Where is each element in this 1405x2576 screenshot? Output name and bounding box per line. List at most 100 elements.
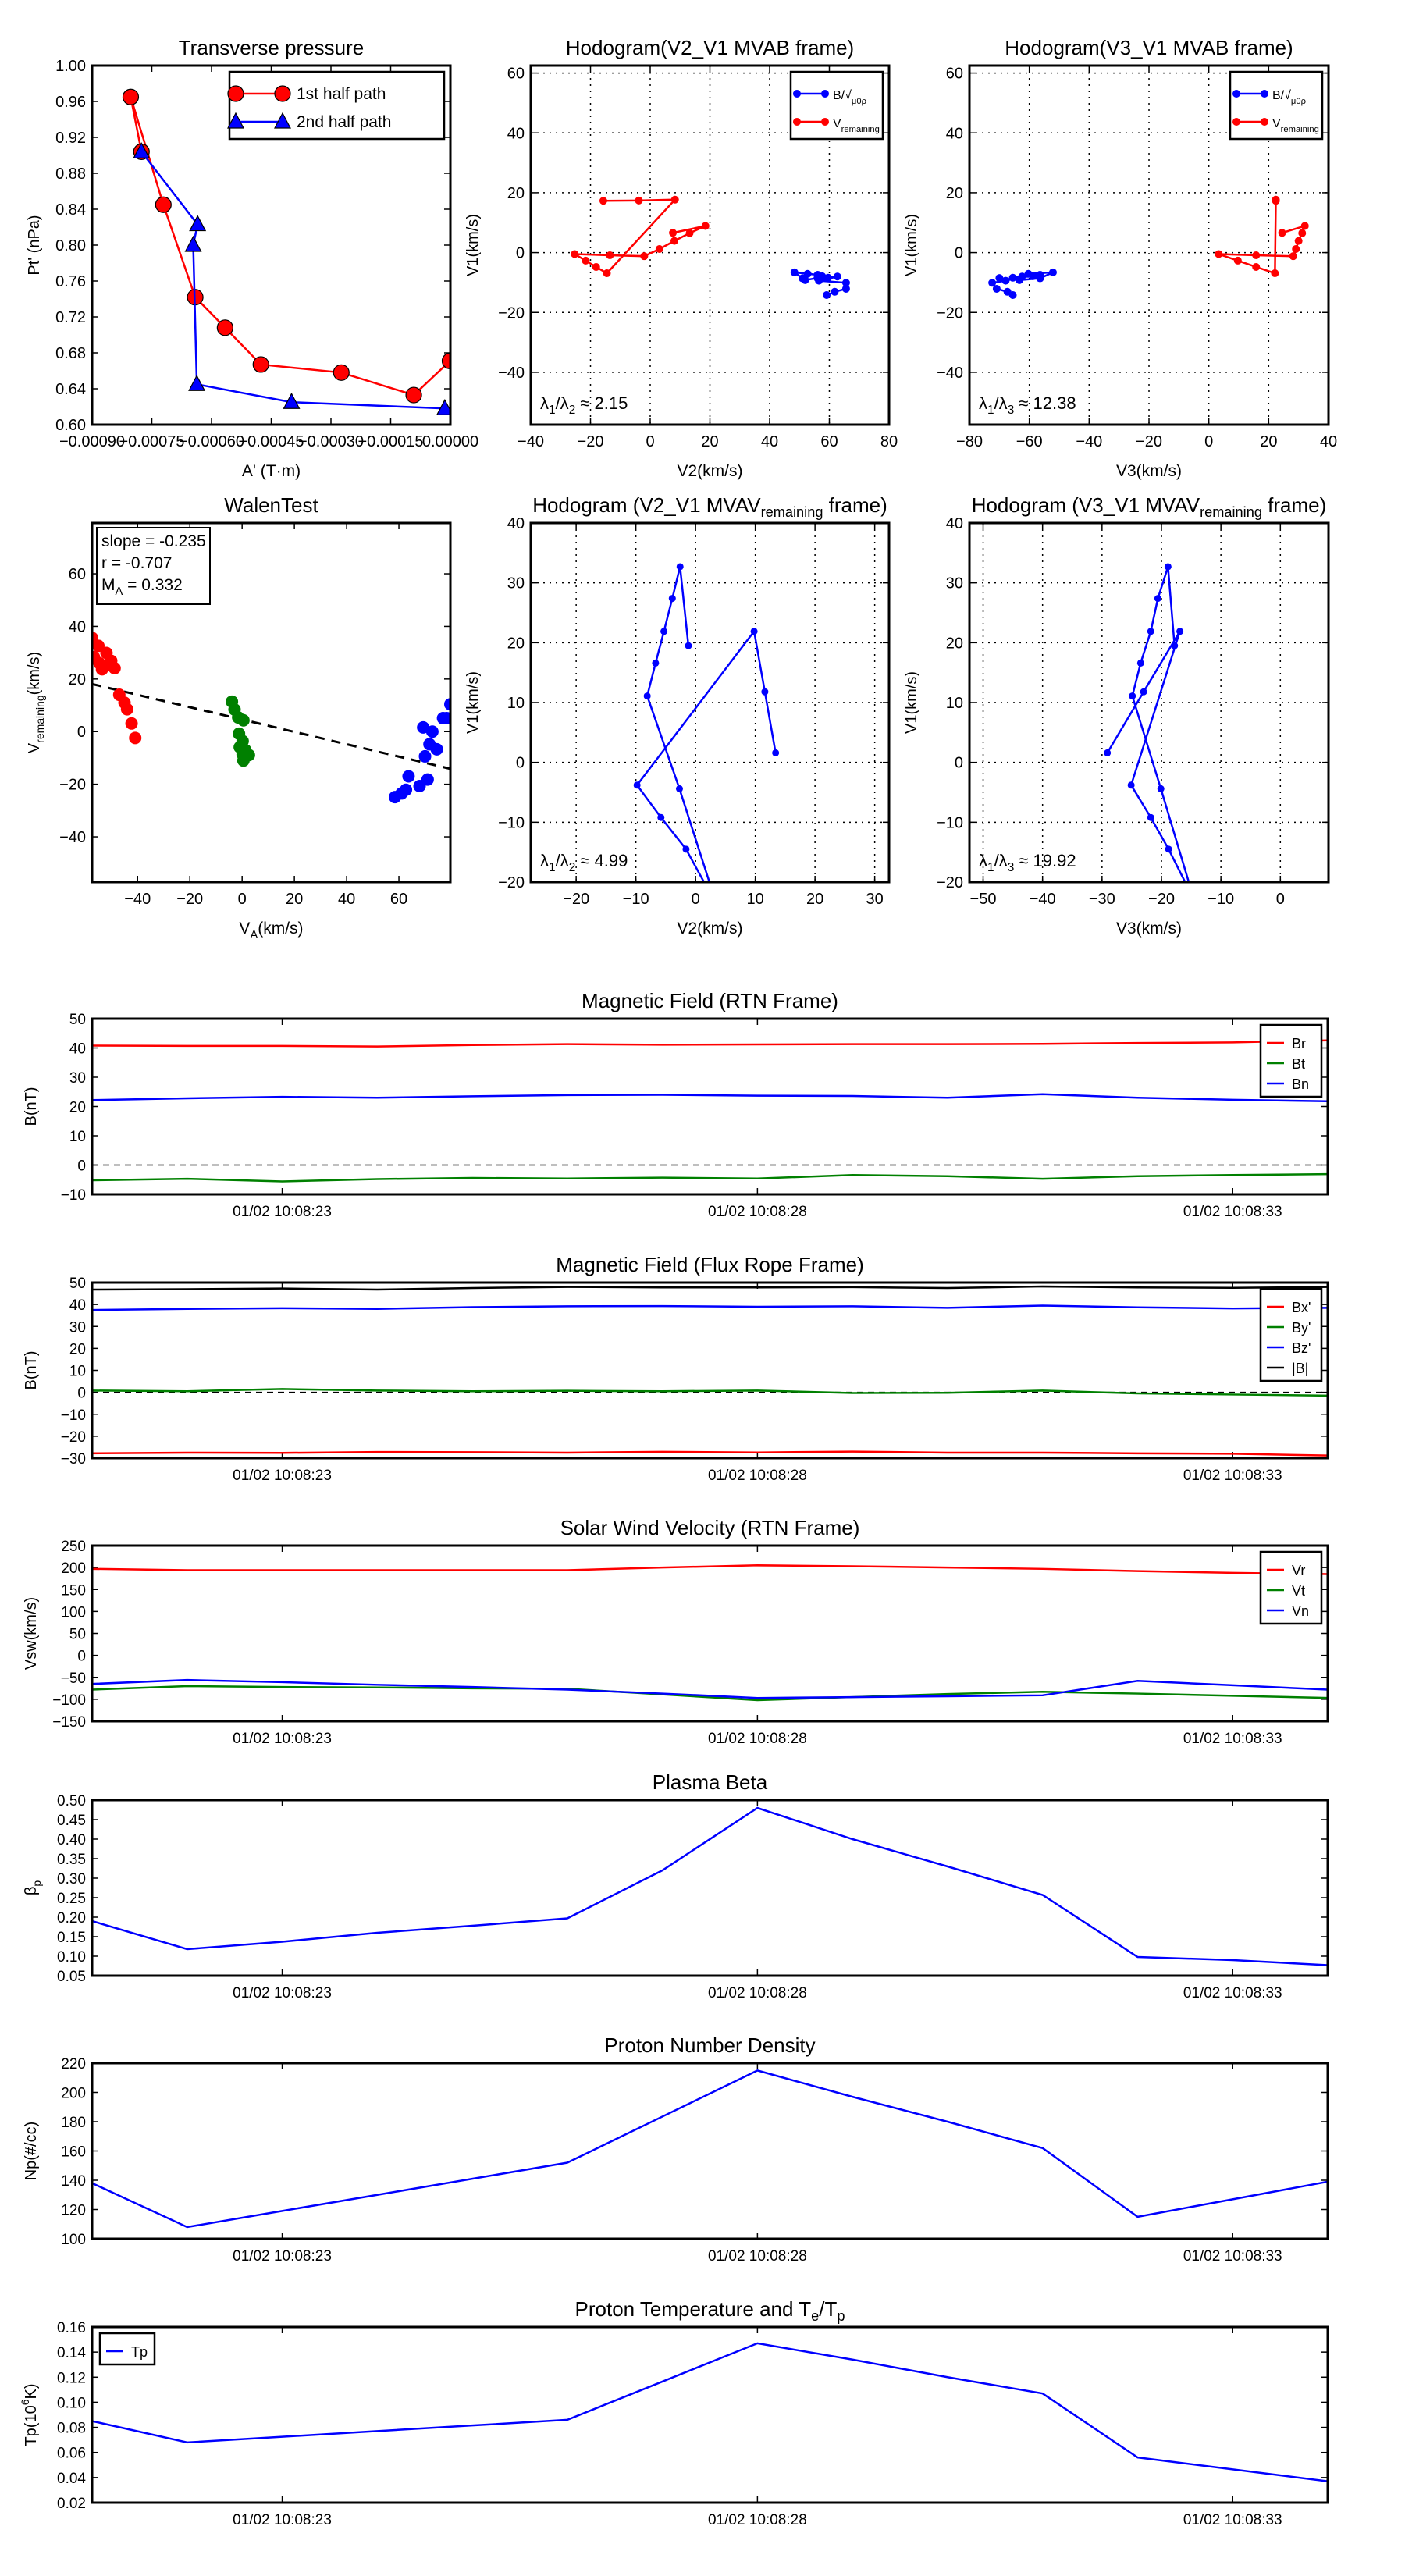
y-tick-label: 0.04 [57,2471,86,2487]
y-tick-label: 0.84 [55,201,86,219]
y-tick-label: 30 [69,1319,86,1336]
chart-panel-3: WalenTest−40 −20 0 20 40 60−40−200204060VA(km… [26,493,452,941]
data-point [1171,642,1179,649]
legend-label-part: remaining [1281,125,1319,134]
data-point [992,284,1001,293]
data-point [669,229,678,237]
data-point [643,692,651,700]
y-tick-label: 0.72 [55,309,86,326]
x-axis-label: VA(km/s) [239,920,303,941]
legend-label: B/√μ0ρ [1272,89,1306,106]
y-tick-label: 20 [507,635,525,652]
x-tick-label: −0.00045 [239,433,304,450]
y-tick-label: −20 [498,304,525,322]
chart-title-part: e [811,2308,819,2324]
x-tick-label: 01/02 10:08:28 [708,2248,807,2265]
x-tick-label: 01/02 10:08:28 [708,1731,807,1747]
y-tick-label: 20 [69,1341,86,1357]
axes-frame [91,2325,1329,2504]
series-line-2 [92,1304,1328,1311]
x-tick-label: 0 [1204,433,1213,450]
y-tick-label: −10 [937,814,963,831]
data-point [995,274,1004,283]
y-tick-label: 0.08 [57,2421,86,2437]
data-point [430,742,443,756]
y-tick-label: 200 [61,1560,86,1577]
x-tick-label: 01/02 10:08:28 [708,2512,807,2528]
data-point [675,785,683,792]
legend-marker [793,118,801,126]
legend-label-part: μ0ρ [852,97,866,106]
series-line-0 [130,96,450,397]
x-tick-label: −20 [1136,433,1162,450]
legend-entry: Vt [1267,1583,1305,1599]
chart-title-part: p [837,2308,845,2324]
y-tick-label: 30 [507,575,525,592]
legend-marker [227,112,244,129]
y-tick-label: 0 [955,245,963,262]
y-tick-label: 40 [69,1041,86,1058]
data-point [676,563,684,571]
data-point [1215,250,1223,258]
x-tick-label: 01/02 10:08:28 [708,1204,807,1220]
chart-title: Plasma Beta [653,1770,768,1794]
chart-title: Hodogram(V3_V1 MVAB frame) [1005,36,1293,59]
chart-panel-9: Plasma Beta 01/02 10:08:23 01/02 10:08:28 0… [23,1770,1329,2001]
y-tick-label: 200 [61,2086,86,2102]
eigenvalue-ratio-label-part: 1 [549,404,556,417]
y-tick-label: 0.16 [57,2320,86,2336]
data-point [1292,244,1300,253]
y-tick-label: −40 [59,829,86,846]
chart-panel-6: Magnetic Field (RTN Frame) 01/02 10:08:23… [23,989,1329,1220]
legend-label-part: V [833,117,841,130]
eigenvalue-ratio-label: λ1/λ2 ≈ 4.99 [540,851,628,874]
legend-entry: |B| [1267,1361,1308,1376]
data-point [400,783,413,796]
y-axis-label-part: V [26,742,43,753]
x-tick-label: 20 [806,891,823,908]
eigenvalue-ratio-label-part: ≈ 12.38 [1014,393,1076,413]
chart-panel-1: Hodogram(V2_V1 MVAB frame)−40 −20 0 20 40 60 8… [464,36,898,480]
chart-title-part: remaining [1200,504,1262,520]
eigenvalue-ratio-label-part: 2 [569,404,576,417]
data-point [823,291,831,300]
plot-area [571,195,850,300]
y-axis-label-part: Tp(10 [23,2405,40,2446]
data-point [685,642,692,649]
legend-entry: B/√μ0ρ [1232,89,1306,106]
y-tick-label: 10 [507,695,525,712]
x-tick-label: 0 [646,433,654,450]
data-point [333,364,350,381]
data-point [1127,781,1135,789]
series-line-1 [574,198,706,275]
series-line-1 [92,1685,1328,1702]
x-axis-label-part: V [239,920,250,938]
x-tick-label: 60 [820,433,838,450]
legend-frame [228,70,446,141]
data-point [1048,268,1057,276]
series-line-0 [92,1450,1328,1457]
legend-entry: 2nd half path [227,112,391,131]
data-point [685,229,694,237]
legend-marker [1261,118,1268,126]
x-tick-label: 01/02 10:08:28 [708,1985,807,2001]
y-axis-label-part: p [30,1880,43,1887]
x-tick-label: −0.00015 [358,433,424,450]
chart-panel-11: Proton Temperature and Te/Tp 01/02 10:08:… [19,2297,1329,2528]
y-tick-label: 160 [61,2144,86,2161]
data-point [1271,269,1279,278]
data-point [592,262,600,271]
data-point [1233,256,1242,265]
eigenvalue-ratio-label-part: /λ [556,851,569,870]
axes-frame [91,64,452,426]
y-tick-label: 0 [516,245,525,262]
y-tick-label: 0.68 [55,345,86,362]
x-tick-label: 0.00000 [422,433,478,450]
eigenvalue-ratio-label-part: 2 [569,861,576,874]
legend-label-part: μ0ρ [1291,97,1306,106]
series-line-0 [1106,566,1190,882]
data-point [633,781,641,789]
data-point [1008,273,1017,282]
legend: B/√μ0ρ Vremaining [1229,70,1324,141]
